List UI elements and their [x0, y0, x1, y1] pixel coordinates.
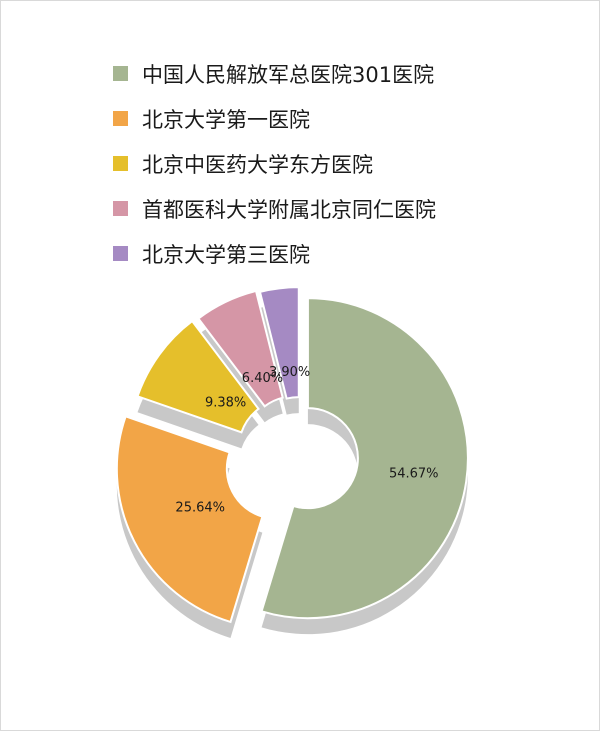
pie-slice-label-2: 9.38%	[205, 395, 246, 410]
pie-slice-label-4: 3.90%	[269, 365, 310, 380]
legend-label-2: 北京中医药大学东方医院	[142, 152, 373, 177]
legend-label-3: 首都医科大学附属北京同仁医院	[142, 197, 436, 222]
pie-slice-layer	[115, 286, 469, 624]
legend-swatch-3	[113, 201, 128, 216]
pie-slice-label-3: 6.40%	[242, 371, 283, 386]
legend-swatch-4	[113, 246, 128, 261]
legend-item-2: 北京中医药大学东方医院	[113, 141, 436, 186]
legend-item-3: 首都医科大学附属北京同仁医院	[113, 186, 436, 231]
legend-swatch-0	[113, 66, 128, 81]
pie-slice-4	[258, 286, 300, 400]
legend-label-4: 北京大学第三医院	[142, 242, 310, 267]
pie-slice-3	[196, 289, 284, 408]
legend-swatch-2	[113, 156, 128, 171]
legend-label-0: 中国人民解放军总医院301医院	[142, 62, 435, 87]
pie-slice-0	[260, 297, 469, 620]
legend-item-1: 北京大学第一医院	[113, 96, 436, 141]
pie-slice-1	[115, 415, 264, 624]
legend-item-0: 中国人民解放军总医院301医院	[113, 51, 436, 96]
legend-label-1: 北京大学第一医院	[142, 107, 310, 132]
pie-slice-label-0: 54.67%	[389, 466, 439, 481]
pie-slice-label-1: 25.64%	[175, 500, 225, 515]
legend-swatch-1	[113, 111, 128, 126]
pie-slice-2	[136, 319, 260, 434]
legend: 中国人民解放军总医院301医院 北京大学第一医院 北京中医药大学东方医院 首都医…	[113, 51, 436, 276]
pie-label-layer: 54.67% 25.64% 9.38% 6.40%3.90%	[175, 365, 438, 515]
legend-item-4: 北京大学第三医院	[113, 231, 436, 276]
